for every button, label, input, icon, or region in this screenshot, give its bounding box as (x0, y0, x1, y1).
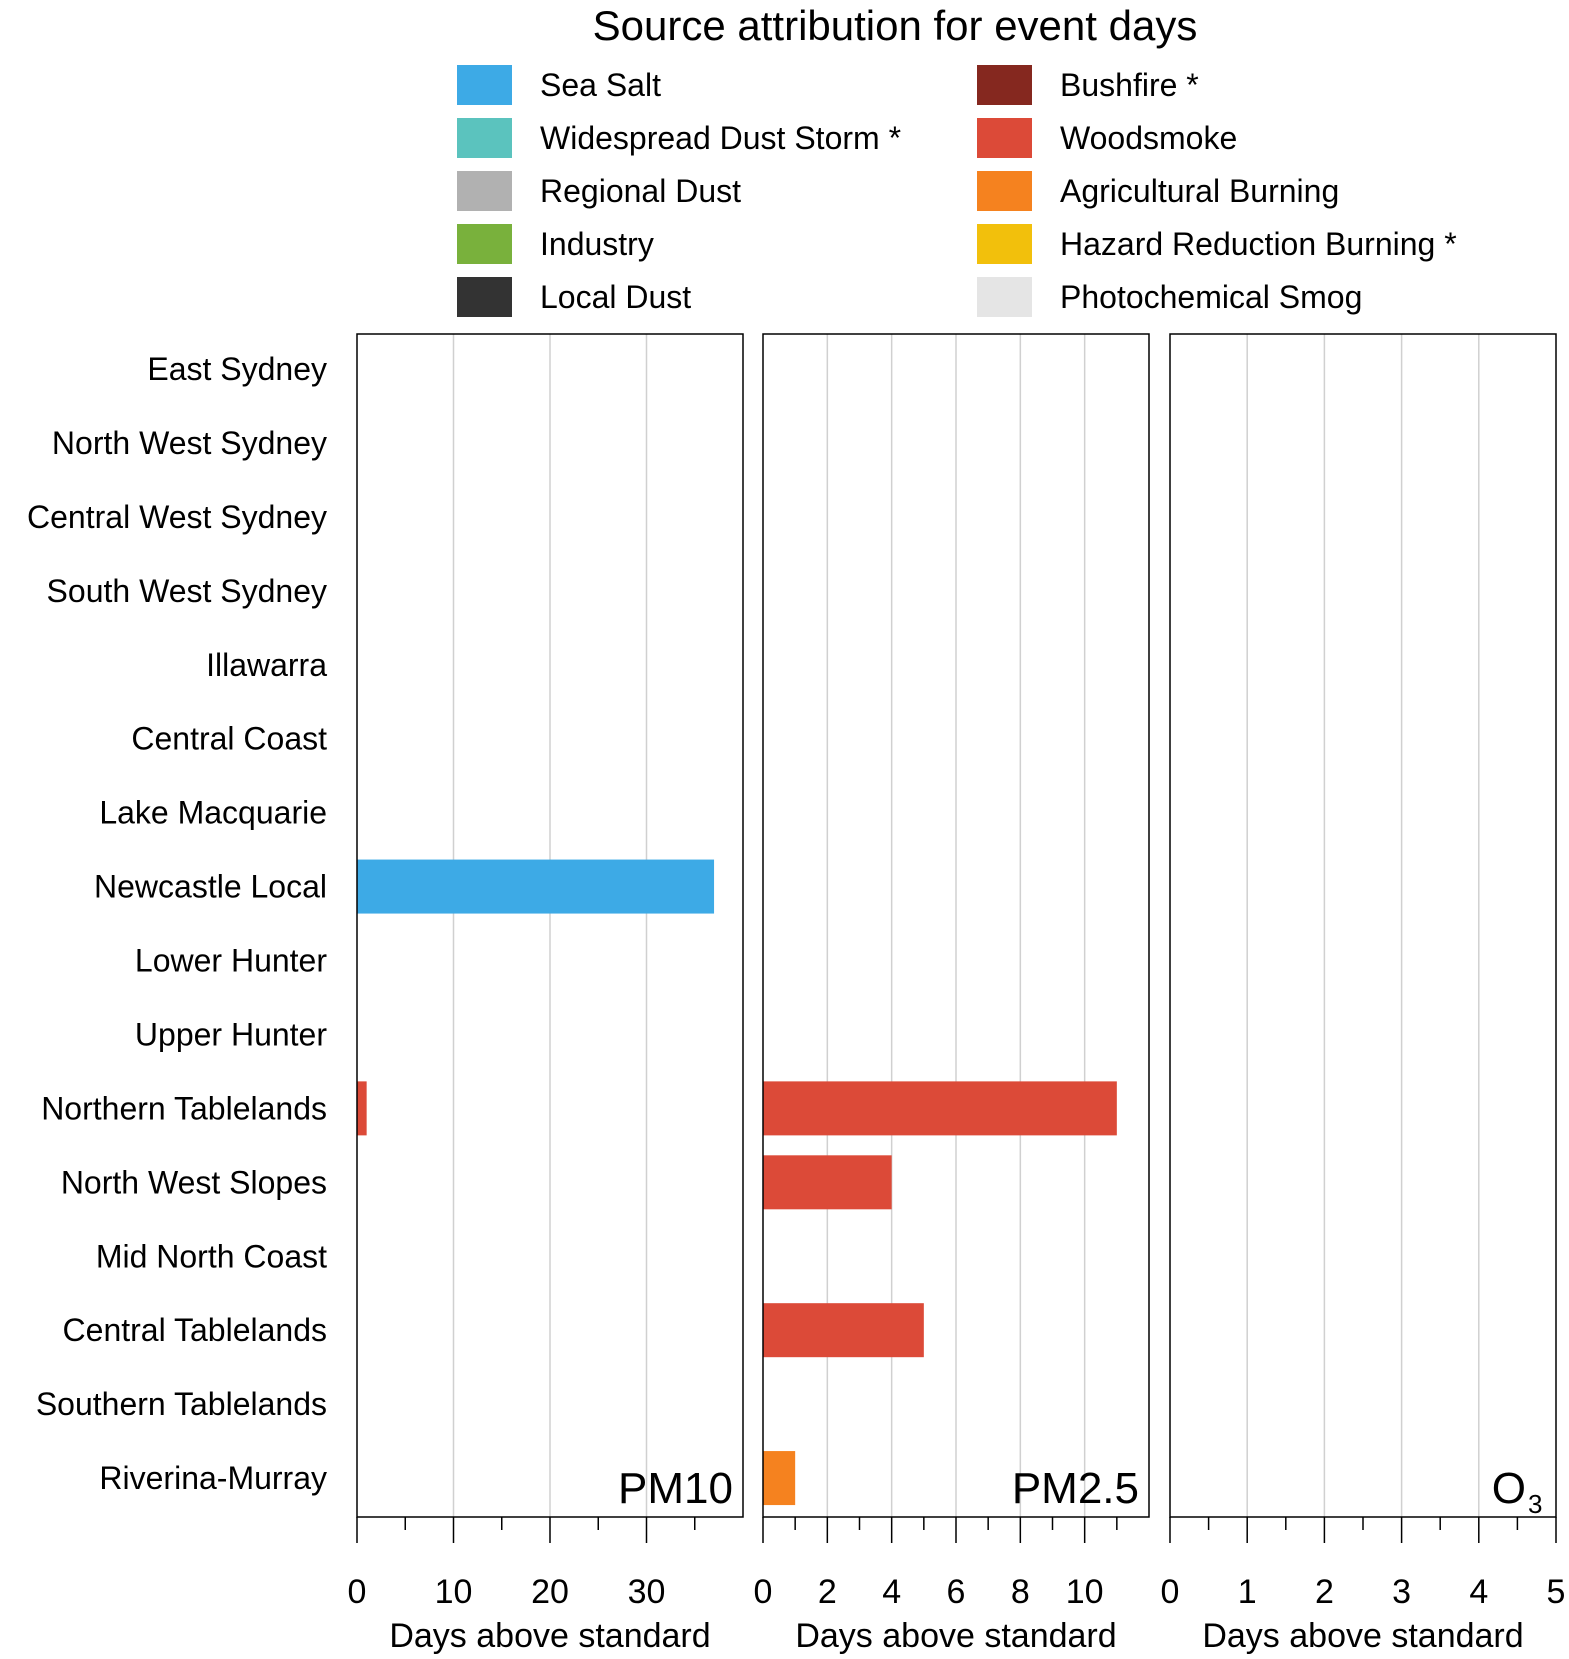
region-label-south-west-sydney: South West Sydney (47, 573, 327, 609)
legend-swatch (457, 224, 512, 264)
tick-label: 8 (1011, 1573, 1030, 1611)
region-label-upper-hunter: Upper Hunter (135, 1016, 327, 1052)
legend-label: Agricultural Burning (1060, 173, 1339, 209)
legend-item-photochemical-smog: Photochemical Smog (977, 277, 1362, 317)
legend-swatch (457, 277, 512, 317)
panel-label-subscript: 3 (1528, 1489, 1542, 1519)
tick-label: 5 (1547, 1573, 1566, 1611)
x-axis-label: Days above standard (795, 1617, 1116, 1655)
legend-swatch (457, 118, 512, 158)
bar-northern-tablelands (763, 1081, 1117, 1136)
region-label-newcastle-local: Newcastle Local (94, 869, 327, 905)
region-label-lake-macquarie: Lake Macquarie (99, 795, 327, 831)
tick-label: 20 (531, 1573, 569, 1611)
region-label-central-tablelands: Central Tablelands (63, 1312, 327, 1348)
legend-item-local-dust: Local Dust (457, 277, 691, 317)
legend-swatch (977, 277, 1032, 317)
tick-label: 2 (1315, 1573, 1334, 1611)
bar-riverina-murray (763, 1451, 796, 1506)
legend: Sea Salt Widespread Dust Storm * Regional … (457, 65, 1457, 317)
legend-label: Widespread Dust Storm * (540, 120, 901, 156)
tick-label: 30 (628, 1573, 666, 1611)
chart-title: Source attribution for event days (593, 2, 1198, 49)
x-axis-label: Days above standard (389, 1617, 710, 1655)
legend-item-woodsmoke: Woodsmoke (977, 118, 1237, 158)
region-label-central-west-sydney: Central West Sydney (27, 499, 327, 535)
tick-label: 1 (1238, 1573, 1257, 1611)
legend-item-widespread-dust-storm: Widespread Dust Storm * (457, 118, 901, 158)
legend-label: Sea Salt (540, 67, 661, 103)
legend-swatch (977, 65, 1032, 105)
legend-label: Hazard Reduction Burning * (1060, 226, 1457, 262)
legend-swatch (977, 118, 1032, 158)
region-label-east-sydney: East Sydney (147, 351, 327, 387)
legend-item-industry: Industry (457, 224, 654, 264)
region-label-southern-tablelands: Southern Tablelands (36, 1386, 327, 1422)
legend-label: Regional Dust (540, 173, 741, 209)
panel-label: PM10 (618, 1464, 733, 1513)
tick-label: 0 (754, 1573, 773, 1611)
legend-item-agricultural-burning: Agricultural Burning (977, 171, 1339, 211)
panel-label: O (1492, 1464, 1526, 1513)
x-axis-label: Days above standard (1202, 1617, 1523, 1655)
tick-label: 10 (1066, 1573, 1104, 1611)
panel-label: PM2.5 (1012, 1464, 1139, 1513)
legend-swatch (457, 171, 512, 211)
legend-item-hazard-reduction-burning: Hazard Reduction Burning * (977, 224, 1457, 264)
panel-pm10: 0 10 20 30 Days above standard PM10 (348, 333, 744, 1655)
legend-label: Bushfire * (1060, 67, 1199, 103)
legend-label: Industry (540, 226, 654, 262)
region-label-riverina-murray: Riverina-Murray (99, 1460, 327, 1496)
tick-label: 6 (947, 1573, 966, 1611)
panel-pm2-5: 0 2 4 6 8 10 Days above standard PM2.5 (754, 333, 1150, 1655)
legend-label: Photochemical Smog (1060, 279, 1362, 315)
region-label-lower-hunter: Lower Hunter (135, 943, 327, 979)
region-labels: East Sydney North West Sydney Central West… (27, 351, 327, 1496)
tick-label: 10 (435, 1573, 473, 1611)
tick-label: 4 (1469, 1573, 1488, 1611)
tick-label: 0 (1161, 1573, 1180, 1611)
region-label-central-coast: Central Coast (131, 721, 327, 757)
region-label-illawarra: Illawarra (206, 647, 327, 683)
bar-newcastle-local (357, 859, 715, 914)
legend-item-regional-dust: Regional Dust (457, 171, 741, 211)
region-label-northern-tablelands: Northern Tablelands (41, 1090, 327, 1126)
tick-label: 3 (1392, 1573, 1411, 1611)
tick-label: 2 (818, 1573, 837, 1611)
panel-frame (1169, 333, 1557, 1518)
legend-label: Woodsmoke (1060, 120, 1237, 156)
legend-item-sea-salt: Sea Salt (457, 65, 661, 105)
tick-label: 0 (348, 1573, 367, 1611)
bar-north-west-slopes (763, 1155, 892, 1210)
bar-central-tablelands (763, 1303, 924, 1358)
bar-northern-tablelands (357, 1081, 367, 1136)
region-label-north-west-slopes: North West Slopes (61, 1164, 327, 1200)
legend-swatch (977, 224, 1032, 264)
legend-label: Local Dust (540, 279, 691, 315)
region-label-north-west-sydney: North West Sydney (52, 425, 327, 461)
legend-swatch (457, 65, 512, 105)
legend-item-bushfire: Bushfire * (977, 65, 1199, 105)
region-label-mid-north-coast: Mid North Coast (96, 1238, 327, 1274)
legend-swatch (977, 171, 1032, 211)
tick-label: 4 (882, 1573, 901, 1611)
